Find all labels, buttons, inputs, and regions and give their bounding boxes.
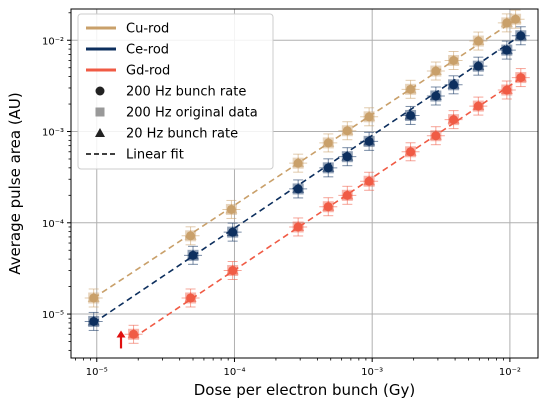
data-point-gd-rod	[319, 197, 338, 217]
ticks: 10⁻⁵ 10⁻⁴ 10⁻³ 10⁻² 10⁻⁵ 10⁻⁴ 10⁻³ 10⁻²	[42, 12, 521, 378]
legend-label: Gd-rod	[126, 64, 170, 79]
legend-item: Ce-rod	[86, 43, 169, 58]
data-point-gd-rod	[124, 324, 143, 344]
x-tick-label: 10⁻⁵	[86, 367, 108, 378]
data-point-ce-rod	[426, 86, 445, 106]
y-tick-label: 10⁻²	[42, 36, 64, 47]
data-point-ce-rod	[84, 311, 103, 331]
data-point-gd-rod	[444, 110, 463, 130]
x-tick-label: 10⁻⁴	[223, 367, 245, 378]
data-point-cu-rod	[469, 31, 488, 51]
data-point-ce-rod	[184, 245, 203, 265]
data-point-cu-rod	[222, 199, 241, 219]
legend-box	[77, 13, 274, 170]
data-point-ce-rod	[360, 131, 379, 151]
legend-label: Linear fit	[126, 148, 184, 163]
data-point-cu-rod	[444, 50, 463, 70]
arrow-head	[116, 330, 126, 338]
data-point-cu-rod	[401, 79, 420, 99]
x-tick-label: 10⁻²	[499, 367, 521, 378]
data-point-gd-rod	[511, 68, 530, 88]
legend-item: Linear fit	[86, 148, 184, 163]
legend-label: Ce-rod	[126, 43, 169, 58]
legend-label: Cu-rod	[126, 22, 169, 37]
data-point-cu-rod	[506, 9, 525, 29]
x-tick-label: 10⁻³	[361, 367, 383, 378]
data-point-cu-rod	[289, 153, 308, 173]
legend: Cu-rod Ce-rod Gd-rod 200 Hz bunch rate 200 H…	[77, 13, 274, 170]
data-point-ce-rod	[401, 105, 420, 125]
data-point-gd-rod	[289, 217, 308, 237]
data-point-cu-rod	[319, 133, 338, 153]
data-point-gd-rod	[181, 288, 200, 308]
plot-frame	[70, 8, 539, 359]
legend-item: Gd-rod	[86, 64, 170, 79]
fit-line-cu-rod	[93, 17, 519, 299]
data-point-gd-rod	[426, 126, 445, 146]
legend-label: 200 Hz bunch rate	[126, 85, 246, 100]
data-point-cu-rod	[360, 107, 379, 127]
data-point-gd-rod	[401, 142, 420, 162]
data-point-gd-rod	[469, 96, 488, 116]
data-point-cu-rod	[338, 121, 357, 141]
data-point-ce-rod	[444, 75, 463, 95]
data-point-gd-rod	[497, 80, 516, 100]
y-tick-label: 10⁻⁴	[42, 219, 64, 230]
data-point-cu-rod	[181, 226, 200, 246]
data-point-cu-rod	[84, 288, 103, 308]
x-axis-title: Dose per electron bunch (Gy)	[194, 381, 416, 399]
data-point-gd-rod	[338, 185, 357, 205]
legend-item: 200 Hz original data	[95, 106, 258, 121]
legend-item: 20 Hz bunch rate	[95, 127, 238, 142]
legend-item: 200 Hz bunch rate	[95, 85, 246, 100]
legend-label: 200 Hz original data	[126, 106, 258, 121]
data-point-ce-rod	[223, 222, 242, 242]
y-tick-label: 10⁻⁵	[42, 310, 64, 321]
data-point-ce-rod	[289, 179, 308, 199]
y-tick-label: 10⁻³	[42, 128, 64, 139]
data-point-ce-rod	[497, 40, 516, 60]
data-point-gd-rod	[360, 171, 379, 191]
data-points	[84, 9, 530, 344]
data-point-gd-rod	[223, 261, 242, 281]
data-point-cu-rod	[497, 13, 516, 33]
legend-item: Cu-rod	[86, 22, 169, 37]
legend-label: 20 Hz bunch rate	[126, 127, 238, 142]
data-point-ce-rod	[338, 147, 357, 167]
data-point-ce-rod	[469, 56, 488, 76]
y-axis-title: Average pulse area (AU)	[6, 92, 24, 275]
data-point-ce-rod	[511, 26, 530, 46]
data-point-ce-rod	[319, 158, 338, 178]
data-point-cu-rod	[426, 61, 445, 81]
arrow-annotation	[116, 330, 126, 349]
